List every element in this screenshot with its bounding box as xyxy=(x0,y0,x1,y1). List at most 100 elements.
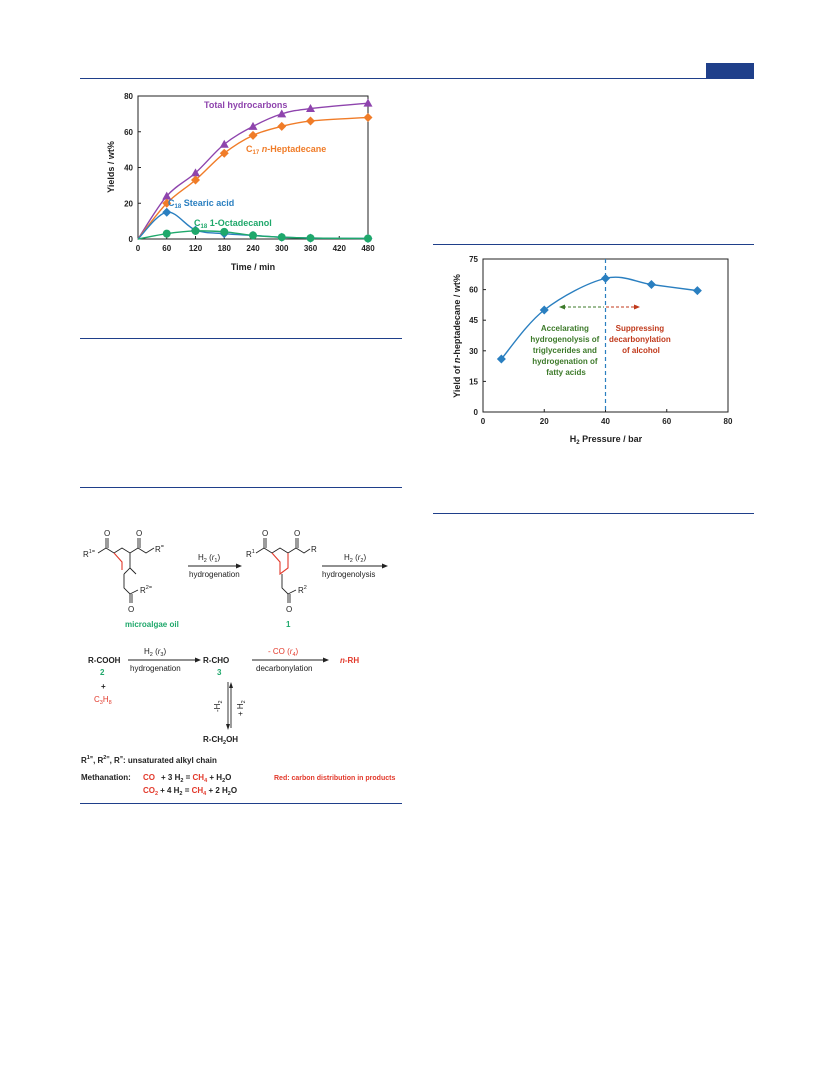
series-label-stearic-acid: C18 Stearic acid xyxy=(168,198,234,210)
series-line-0 xyxy=(137,102,369,240)
data-point-s0-1 xyxy=(162,191,172,200)
compound-3-label: 3 xyxy=(217,668,222,677)
arrow4-reagent: - CO (r4) xyxy=(268,647,299,658)
propane-label: C3H8 xyxy=(94,695,112,706)
x-tick-label: 60 xyxy=(662,417,671,426)
data-point-s1-1 xyxy=(162,198,172,208)
y-tick-label: 15 xyxy=(469,377,478,386)
data-point-s0-5 xyxy=(277,109,287,118)
series-label-heptadecane: C17 n-Heptadecane xyxy=(246,144,326,156)
arrow4-label: decarbonylation xyxy=(256,664,312,673)
arrowhead xyxy=(226,724,230,730)
n-rh-label: n-RH xyxy=(340,656,359,665)
data-point-s3-7 xyxy=(364,234,372,243)
oxygen-label: O xyxy=(286,605,292,614)
r2-substituent: R2= xyxy=(140,585,152,595)
x-tick-label: 480 xyxy=(361,244,375,253)
arrowhead xyxy=(236,563,242,569)
methanation-eq2: CO2 + 4 H2 = CH4 + 2 H2O xyxy=(143,786,237,797)
data-point-s1-6 xyxy=(306,116,315,126)
triglyceride-structure xyxy=(97,538,155,603)
oxygen-label: O xyxy=(294,529,300,538)
saturated-triglyceride xyxy=(255,538,311,603)
data-point-1 xyxy=(539,305,549,315)
data-point-s3-4 xyxy=(249,231,257,240)
arrow2-reagent: H2 (r2) xyxy=(344,553,366,564)
figure2-bottom-rule xyxy=(433,513,754,514)
arrowhead xyxy=(323,657,329,663)
x-tick-label: 300 xyxy=(275,244,289,253)
header-rule xyxy=(80,78,754,79)
oxygen-label: O xyxy=(136,529,142,538)
methanation-eq1: CO + 3 H2 = CH4 + H2O xyxy=(143,773,231,784)
data-point-s2-1 xyxy=(162,207,172,217)
series-label-total-hydrocarbons: Total hydrocarbons xyxy=(204,100,287,110)
r-substituent: R= xyxy=(155,544,164,554)
x-axis-label: H2 Pressure / bar xyxy=(570,434,643,446)
plus-sign: + xyxy=(101,682,106,691)
y-tick-label: 40 xyxy=(124,164,133,173)
x-tick-label: 120 xyxy=(189,244,203,253)
series-label-octadecanol: C18 1-Octadecanol xyxy=(194,218,272,230)
sat-r1-substituent: R1 xyxy=(246,549,255,559)
oxygen-label: O xyxy=(128,605,134,614)
x-tick-label: 240 xyxy=(246,244,260,253)
data-point-0 xyxy=(496,354,506,364)
figure2-top-rule xyxy=(433,244,754,245)
rcooh-label: R-COOH xyxy=(88,656,121,665)
plus-h2-label: + H2 xyxy=(236,700,247,716)
data-point-s3-2 xyxy=(191,226,200,235)
data-point-3 xyxy=(646,280,656,289)
y-tick-label: 20 xyxy=(124,199,133,208)
minus-h2-label: -H2 xyxy=(213,700,224,712)
y-tick-label: 0 xyxy=(474,408,479,417)
rch2oh-label: R-CH2OH xyxy=(203,735,238,746)
y-tick-label: 0 xyxy=(129,235,134,244)
oxygen-label: O xyxy=(262,529,268,538)
x-tick-label: 40 xyxy=(601,417,610,426)
data-point-s0-4 xyxy=(248,121,258,130)
data-point-s1-3 xyxy=(219,148,229,158)
y-axis-label: Yields / wt% xyxy=(106,141,116,193)
arrow3-label: hydrogenation xyxy=(130,664,181,673)
data-point-s1-5 xyxy=(277,121,287,131)
y-tick-label: 60 xyxy=(124,128,133,137)
data-point-s1-2 xyxy=(191,175,200,185)
scheme-top-rule xyxy=(80,487,402,488)
annotation-green: Accelarating hydrogenolysis of triglycer… xyxy=(530,324,601,377)
y-tick-label: 30 xyxy=(469,347,478,356)
x-tick-label: 420 xyxy=(333,244,347,253)
methanation-label: Methanation: xyxy=(81,773,131,782)
microalgae-oil-label: microalgae oil xyxy=(125,620,179,629)
data-point-s1-4 xyxy=(248,130,258,140)
data-point-s0-2 xyxy=(191,168,200,177)
data-point-s1-7 xyxy=(363,112,373,122)
compound-1-label: 1 xyxy=(286,620,291,629)
x-axis-label: Time / min xyxy=(231,262,275,272)
sat-r-substituent: R xyxy=(311,545,317,554)
arrow-red-head xyxy=(634,304,640,310)
y-tick-label: 80 xyxy=(124,92,133,101)
scheme-bottom-rule xyxy=(80,803,402,804)
red-note: Red: carbon distribution in products xyxy=(274,775,395,782)
y-axis-label: Yield of n-heptadecane / wt% xyxy=(452,274,462,398)
figure1-bottom-rule xyxy=(80,338,402,339)
arrow3-reagent: H2 (r3) xyxy=(144,647,166,658)
header-tab xyxy=(706,63,754,79)
oxygen-label: O xyxy=(104,529,110,538)
x-tick-label: 180 xyxy=(218,244,232,253)
data-point-2 xyxy=(601,273,610,283)
arrowhead xyxy=(195,657,201,663)
y-tick-label: 45 xyxy=(469,316,478,325)
data-point-s3-1 xyxy=(162,229,171,238)
x-tick-label: 0 xyxy=(136,244,141,253)
data-point-s3-5 xyxy=(277,233,286,242)
arrowhead xyxy=(382,563,388,569)
data-point-s3-3 xyxy=(220,227,229,236)
sat-r2-substituent: R2 xyxy=(298,585,307,595)
arrow2-label: hydrogenolysis xyxy=(322,570,375,579)
arrowhead xyxy=(229,682,233,688)
